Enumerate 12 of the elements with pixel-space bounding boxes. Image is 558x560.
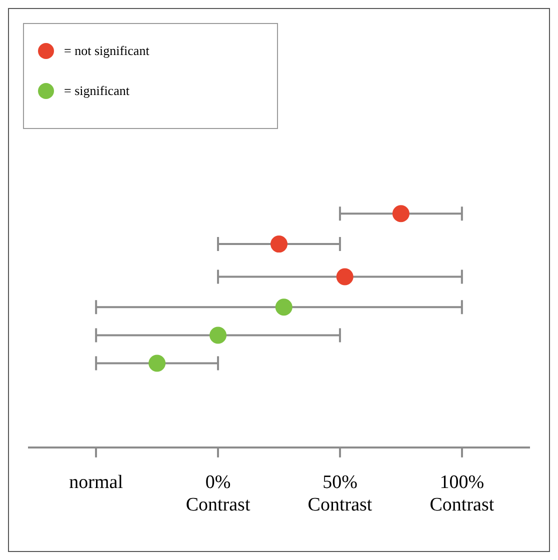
point	[336, 268, 354, 286]
point	[275, 298, 292, 316]
legend-label: = not significant	[64, 43, 150, 59]
point	[392, 205, 410, 222]
x-tick-label: 50% Contrast	[308, 472, 373, 516]
x-tick-label: 0% Contrast	[186, 472, 251, 516]
x-tick-label: 100% Contrast	[430, 472, 495, 516]
legend-label: = significant	[64, 83, 130, 99]
x-tick-label: normal	[69, 472, 123, 493]
point	[148, 354, 166, 372]
point	[270, 236, 288, 253]
point	[210, 326, 227, 344]
